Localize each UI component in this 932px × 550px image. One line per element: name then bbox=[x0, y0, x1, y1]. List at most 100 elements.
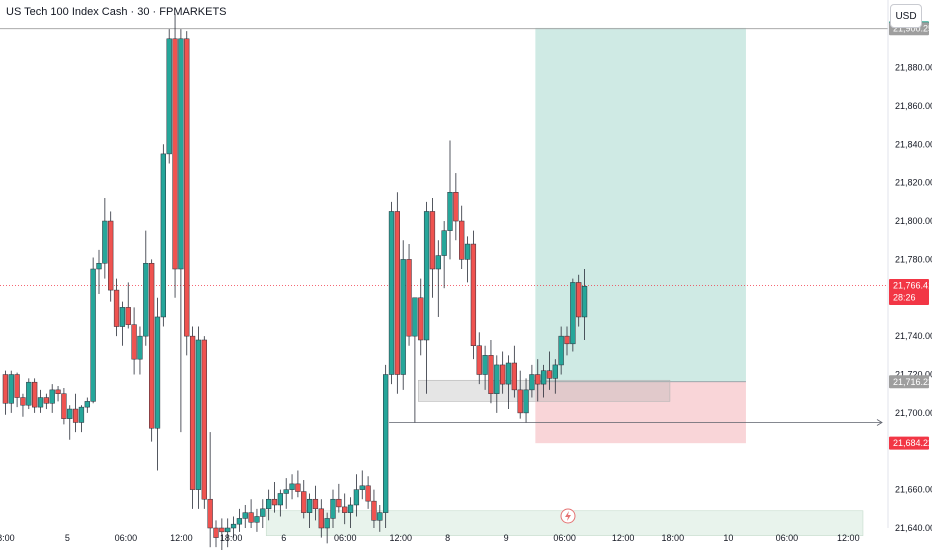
candle-body bbox=[441, 230, 447, 256]
candle-body bbox=[131, 324, 137, 360]
candle-body bbox=[459, 220, 465, 260]
candle bbox=[78, 405, 85, 433]
candle-body bbox=[435, 255, 441, 270]
time-tick-label: 8:00 bbox=[0, 533, 15, 543]
candle bbox=[55, 386, 61, 402]
candle bbox=[61, 387, 67, 425]
candle-body bbox=[84, 401, 90, 408]
candle-body bbox=[102, 220, 108, 264]
candle bbox=[143, 230, 149, 346]
zones-layer bbox=[265, 27, 864, 536]
candle-body bbox=[418, 297, 424, 341]
candle-body bbox=[394, 211, 401, 375]
candle bbox=[295, 470, 301, 498]
candle bbox=[306, 493, 313, 528]
price-label-bg bbox=[889, 436, 929, 450]
candle bbox=[84, 397, 90, 413]
candle-body bbox=[330, 498, 336, 519]
candle bbox=[277, 489, 284, 517]
price-label-gray: 21,716.22 bbox=[889, 375, 932, 389]
candle bbox=[330, 489, 336, 528]
candle-body bbox=[154, 316, 161, 429]
candle bbox=[166, 29, 172, 164]
candle-body bbox=[260, 508, 266, 517]
candle-body bbox=[511, 362, 518, 391]
candle bbox=[160, 144, 166, 327]
time-tick-label: 12:00 bbox=[390, 533, 413, 543]
candle bbox=[90, 257, 96, 404]
candle bbox=[20, 393, 26, 417]
candle bbox=[49, 384, 55, 413]
time-tick-label: 06:00 bbox=[776, 533, 799, 543]
price-tick-label: 21,780.00 bbox=[895, 254, 932, 264]
candle-body bbox=[342, 506, 348, 513]
candle bbox=[312, 485, 319, 521]
candle bbox=[342, 493, 348, 525]
candle-body bbox=[166, 38, 172, 155]
candle bbox=[377, 504, 383, 532]
lightning-icon bbox=[560, 508, 576, 524]
candle-body bbox=[546, 370, 553, 379]
time-tick-label: 06:00 bbox=[553, 533, 576, 543]
candle-body bbox=[277, 493, 284, 506]
price-tick-label: 21,800.00 bbox=[895, 216, 932, 226]
candle-body bbox=[306, 498, 313, 513]
price-tick-label: 21,660.00 bbox=[895, 485, 932, 495]
candle bbox=[581, 269, 588, 340]
candle bbox=[172, 13, 178, 298]
price-label-text: 21,766.41 bbox=[893, 280, 932, 290]
candle bbox=[540, 364, 547, 398]
candle bbox=[394, 192, 401, 394]
candle bbox=[32, 378, 38, 413]
candle-body bbox=[505, 362, 512, 385]
candle-body bbox=[172, 38, 178, 270]
candle bbox=[26, 378, 32, 410]
candle-body bbox=[119, 307, 126, 327]
candle bbox=[14, 372, 20, 408]
candle-body bbox=[517, 389, 523, 414]
candle bbox=[248, 499, 254, 528]
candle-body bbox=[540, 370, 547, 385]
candle bbox=[207, 432, 213, 548]
candle-body bbox=[447, 192, 453, 231]
candle bbox=[178, 29, 184, 433]
candle bbox=[494, 355, 500, 413]
candle-body bbox=[371, 500, 377, 521]
candle bbox=[371, 489, 377, 528]
candle bbox=[523, 378, 529, 423]
chart-title: US Tech 100 Index Cash · 30 · FPMARKETS bbox=[6, 6, 227, 18]
candle-body bbox=[225, 527, 231, 533]
candle-body bbox=[377, 512, 383, 521]
candle bbox=[347, 497, 354, 528]
price-label-stop: 21,684.22 bbox=[889, 436, 932, 450]
candle-body bbox=[482, 355, 488, 375]
candle-body bbox=[184, 38, 190, 337]
price-tick-label: 21,840.00 bbox=[895, 139, 932, 149]
candle-body bbox=[359, 485, 365, 490]
candle-body bbox=[324, 518, 330, 529]
candle bbox=[500, 351, 506, 394]
countdown-text: 28:26 bbox=[893, 292, 916, 302]
candles-layer bbox=[2, 13, 588, 550]
candle bbox=[406, 244, 412, 346]
candle-body bbox=[558, 335, 564, 366]
price-labels: 21,900.6721,900.2521,766.4128:2621,716.2… bbox=[889, 21, 932, 450]
candle bbox=[189, 326, 196, 509]
candle bbox=[482, 345, 488, 390]
candle bbox=[283, 478, 289, 509]
price-tick-label: 21,640.00 bbox=[895, 523, 932, 533]
candle-body bbox=[523, 389, 529, 414]
candle-body bbox=[49, 389, 55, 404]
candle-body bbox=[20, 397, 26, 406]
price-tick-label: 21,740.00 bbox=[895, 331, 932, 341]
currency-button[interactable]: USD bbox=[890, 4, 922, 28]
candle bbox=[476, 332, 482, 385]
candle bbox=[365, 476, 371, 509]
candle bbox=[195, 326, 202, 509]
candle bbox=[260, 499, 266, 528]
candle bbox=[488, 339, 494, 404]
price-tick-label: 21,880.00 bbox=[895, 63, 932, 73]
candle-body bbox=[581, 286, 588, 318]
price-label-current: 21,766.41 28:26 bbox=[889, 278, 932, 305]
